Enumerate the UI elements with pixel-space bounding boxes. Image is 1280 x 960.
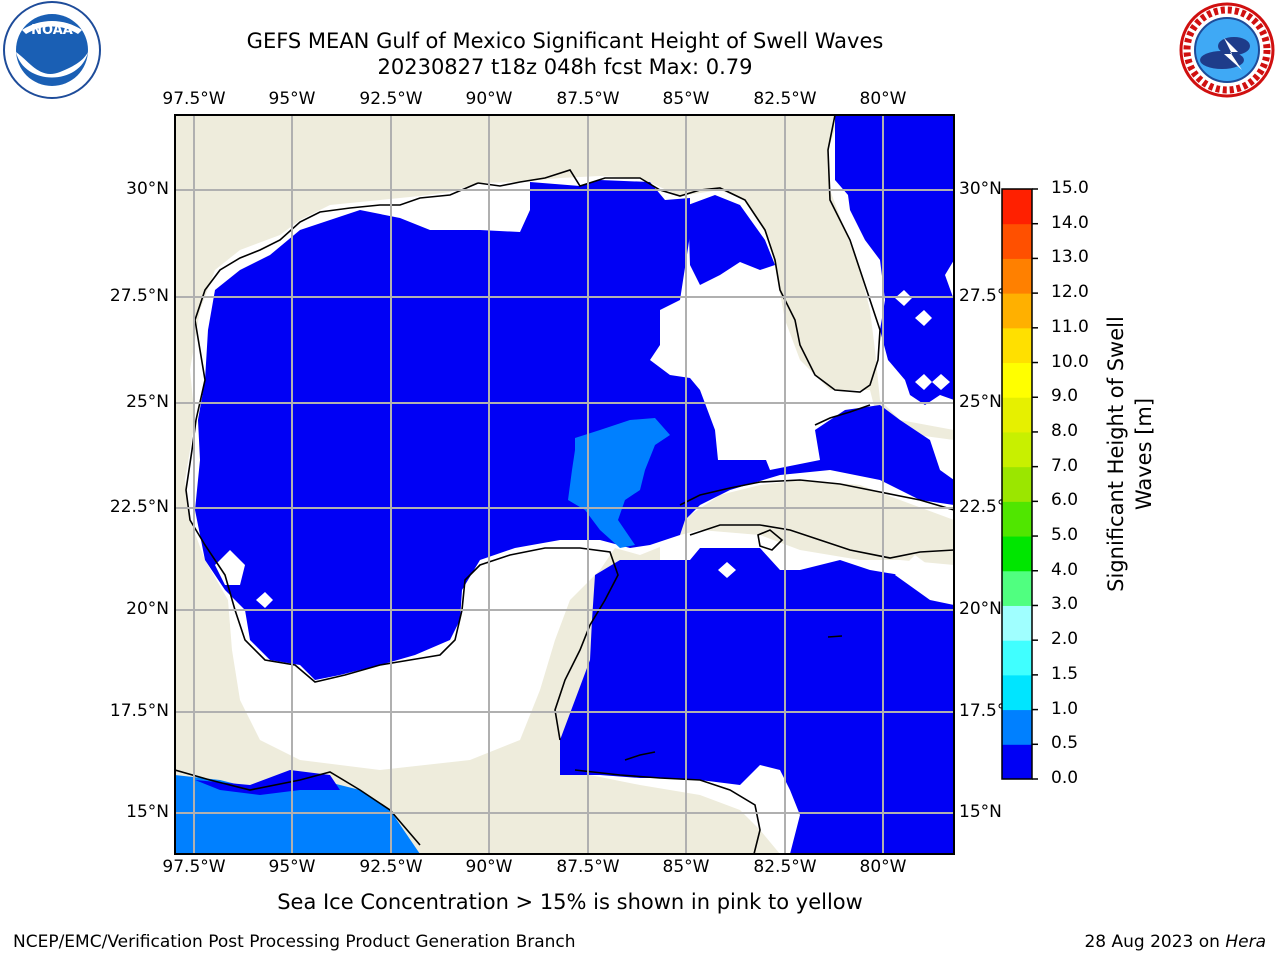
colorbar-tick-label: 1.5 (1051, 663, 1079, 684)
colorbar-tick-label: 5.0 (1051, 525, 1079, 546)
colorbar-tick-label: 12.0 (1051, 282, 1089, 303)
colorbar-segment (1002, 466, 1032, 502)
colorbar-segment (1002, 223, 1032, 259)
footer-organization: NCEP/EMC/Verification Post Processing Pr… (13, 932, 576, 952)
lat-label-left: 30°N (126, 179, 169, 199)
lat-label-left: 25°N (126, 392, 169, 412)
swell-field-mid (568, 418, 670, 548)
lon-label-top: 90°W (465, 89, 513, 109)
colorbar-tick-label: 13.0 (1051, 247, 1089, 268)
colorbar (1001, 188, 1038, 780)
lat-label-left: 15°N (126, 802, 169, 822)
lon-label-top: 92.5°W (359, 89, 423, 109)
noaa-logo: NOAA (3, 1, 101, 99)
noaa-logo-text: NOAA (31, 23, 73, 38)
colorbar-segment (1002, 709, 1032, 745)
no-data-patches (215, 290, 954, 608)
lat-label-right: 30°N (959, 179, 1002, 199)
colorbar-segment (1002, 431, 1032, 468)
colorbar-tick-label: 3.0 (1051, 594, 1079, 615)
colorbar-segment (1002, 640, 1032, 676)
footer-host: Hera (1225, 932, 1266, 952)
colorbar-segment (1002, 258, 1032, 294)
lon-label-top: 82.5°W (753, 89, 817, 109)
graticule (175, 115, 954, 854)
nws-logo (1179, 2, 1275, 98)
lon-label-top: 95°W (268, 89, 316, 109)
colorbar-tick-label: 14.0 (1051, 212, 1089, 233)
lat-label-left: 20°N (126, 599, 169, 619)
colorbar-segment (1002, 744, 1032, 780)
lat-label-left: 22.5°N (109, 497, 169, 517)
colorbar-segment (1002, 327, 1032, 364)
colorbar-segment (1002, 362, 1032, 398)
colorbar-tick-label: 7.0 (1051, 455, 1079, 476)
colorbar-tick-label: 0.5 (1051, 733, 1079, 754)
colorbar-tick-label: 10.0 (1051, 351, 1089, 372)
colorbar-segment (1002, 674, 1032, 711)
colorbar-tick-label: 2.0 (1051, 629, 1079, 650)
chart-subtitle: 20230827 t18z 048h fcst Max: 0.79 (377, 55, 753, 79)
colorbar-tick-label: 4.0 (1051, 559, 1079, 580)
colorbar-tick-label: 15.0 (1051, 178, 1089, 198)
lon-label-bottom: 92.5°W (359, 857, 423, 877)
colorbar-tick-label: 0.0 (1051, 768, 1079, 788)
lon-label-bottom: 97.5°W (162, 857, 226, 877)
colorbar-tick-label: 8.0 (1051, 420, 1079, 441)
lat-label-right: 25°N (959, 392, 1002, 412)
lon-label-top: 80°W (859, 89, 907, 109)
colorbar-tick-label: 9.0 (1051, 386, 1079, 407)
lon-label-top: 97.5°W (162, 89, 226, 109)
map-frame (174, 114, 955, 855)
coastlines (175, 115, 954, 854)
lon-label-bottom: 87.5°W (556, 857, 620, 877)
colorbar-segment (1002, 293, 1032, 329)
lon-label-bottom: 85°W (662, 857, 710, 877)
colorbar-segment (1002, 570, 1032, 606)
lon-label-bottom: 82.5°W (753, 857, 817, 877)
colorbar-segment (1002, 189, 1032, 225)
colorbar-segment (1002, 605, 1032, 641)
colorbar-tick-label: 11.0 (1051, 316, 1089, 337)
lat-label-right: 20°N (959, 599, 1002, 619)
lat-label-left: 17.5°N (109, 701, 169, 721)
colorbar-label: Significant Height of Swell Waves [m] (1102, 284, 1158, 624)
footer-date-text: 28 Aug 2023 on (1084, 932, 1226, 952)
pacific-water (175, 775, 420, 854)
colorbar-segment (1002, 536, 1032, 572)
footer-date: 28 Aug 2023 on Hera (1084, 932, 1266, 952)
colorbar-tick-label: 6.0 (1051, 490, 1079, 511)
colorbar-label-line2: Waves [m] (1132, 397, 1156, 511)
colorbar-segment (1002, 501, 1032, 537)
colorbar-segment (1002, 397, 1032, 433)
colorbar-tick-label: 1.0 (1051, 698, 1079, 719)
colorbar-label-line1: Significant Height of Swell (1104, 316, 1128, 592)
lon-label-bottom: 90°W (465, 857, 513, 877)
chart-title: GEFS MEAN Gulf of Mexico Significant Hei… (246, 29, 884, 53)
sea-ice-caption: Sea Ice Concentration > 15% is shown in … (277, 890, 863, 914)
lon-label-top: 87.5°W (556, 89, 620, 109)
lat-label-right: 15°N (959, 802, 1002, 822)
lon-label-top: 85°W (662, 89, 710, 109)
colorbar-frame (1001, 188, 1033, 780)
lon-label-bottom: 95°W (268, 857, 316, 877)
map-plot (174, 114, 955, 855)
lat-label-left: 27.5°N (109, 286, 169, 306)
lon-label-bottom: 80°W (859, 857, 907, 877)
